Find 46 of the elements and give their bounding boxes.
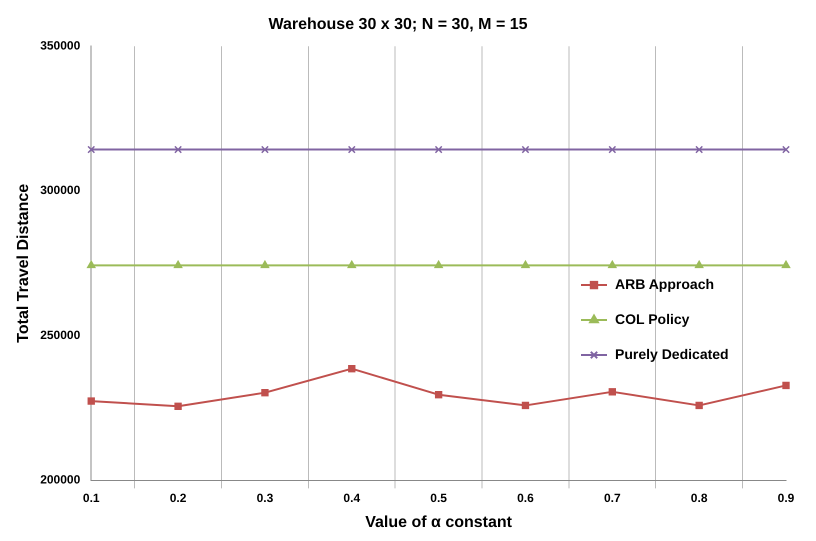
point xyxy=(522,146,530,154)
point xyxy=(608,146,616,154)
point xyxy=(782,260,790,268)
legend-label: Purely Dedicated xyxy=(615,346,729,362)
x-axis-title: Value of α constant xyxy=(365,514,513,531)
y-axis-title: Total Travel Distance xyxy=(15,184,32,343)
point xyxy=(434,391,442,398)
point xyxy=(695,402,703,410)
x-tick-label: 0.2 xyxy=(170,490,187,505)
point xyxy=(260,260,270,268)
point xyxy=(782,146,790,154)
y-tick-label: 300000 xyxy=(40,183,81,198)
x-tick-label: 0.9 xyxy=(778,490,795,505)
point xyxy=(521,260,530,268)
x-tick-label: 0.3 xyxy=(256,490,274,505)
point xyxy=(174,260,182,268)
y-tick-label: 350000 xyxy=(40,38,81,53)
point xyxy=(88,397,95,405)
y-tick-label: 200000 xyxy=(40,472,81,487)
point xyxy=(694,260,704,268)
point xyxy=(86,260,96,268)
point xyxy=(261,146,269,154)
point xyxy=(695,146,704,154)
y-tick-label: 250000 xyxy=(40,328,81,342)
point xyxy=(434,260,444,268)
x-tick-label: 0.8 xyxy=(690,490,708,505)
chart-title: Warehouse 30 x 30; N = 30, M = 15 xyxy=(268,16,528,34)
x-tick-label: 0.1 xyxy=(82,490,100,505)
point xyxy=(347,260,356,268)
legend-label: ARB Approach xyxy=(615,276,714,292)
point xyxy=(348,364,356,372)
x-tick-label: 0.5 xyxy=(430,490,448,505)
x-tick-label: 0.6 xyxy=(517,490,534,505)
point xyxy=(87,146,96,154)
point xyxy=(174,146,182,154)
point xyxy=(608,260,617,268)
point xyxy=(261,389,269,396)
point xyxy=(348,146,356,154)
x-tick-label: 0.7 xyxy=(604,490,621,505)
point xyxy=(174,402,182,410)
point xyxy=(434,146,443,154)
point xyxy=(522,402,530,410)
point xyxy=(782,382,790,390)
legend-label: COL Policy xyxy=(615,310,690,327)
point xyxy=(608,388,616,396)
x-tick-label: 0.4 xyxy=(343,490,360,505)
